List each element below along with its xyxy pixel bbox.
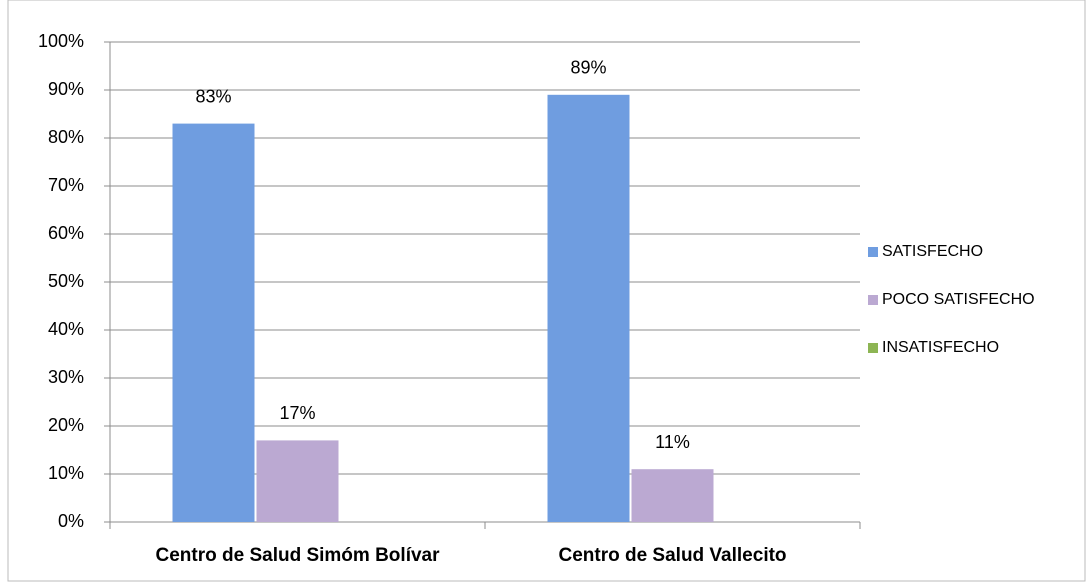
bar bbox=[256, 440, 339, 522]
legend-label: POCO SATISFECHO bbox=[882, 291, 1035, 308]
bar bbox=[547, 94, 630, 523]
legend-swatch bbox=[868, 247, 878, 257]
y-tick-label: 0% bbox=[58, 511, 84, 531]
y-tick-label: 70% bbox=[48, 175, 84, 195]
y-tick-label: 90% bbox=[48, 79, 84, 99]
bar bbox=[172, 123, 255, 522]
y-tick-label: 40% bbox=[48, 319, 84, 339]
bar bbox=[631, 469, 714, 522]
y-tick-label: 60% bbox=[48, 223, 84, 243]
chart-frame bbox=[7, 0, 1086, 582]
x-tick-label: Centro de Salud Simóm Bolívar bbox=[156, 545, 441, 566]
data-label: 11% bbox=[655, 432, 690, 452]
y-tick-label: 100% bbox=[38, 31, 84, 51]
y-tick-label: 20% bbox=[48, 415, 84, 435]
y-tick-label: 80% bbox=[48, 127, 84, 147]
y-tick-label: 10% bbox=[48, 463, 84, 483]
y-tick-label: 30% bbox=[48, 367, 84, 387]
data-label: 17% bbox=[279, 403, 315, 423]
legend-swatch bbox=[868, 343, 878, 353]
x-tick-label: Centro de Salud Vallecito bbox=[558, 545, 786, 566]
data-label: 89% bbox=[570, 58, 606, 78]
data-label: 83% bbox=[195, 86, 231, 106]
legend-label: SATISFECHO bbox=[882, 243, 983, 260]
legend-swatch bbox=[868, 295, 878, 305]
legend-label: INSATISFECHO bbox=[882, 339, 999, 356]
y-tick-label: 50% bbox=[48, 271, 84, 291]
